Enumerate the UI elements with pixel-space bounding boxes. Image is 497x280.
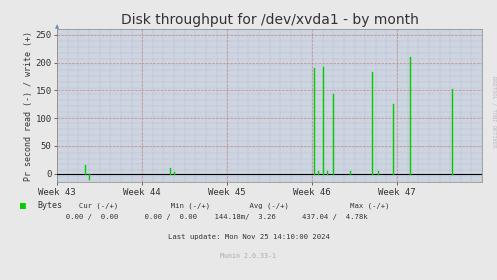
Text: Last update: Mon Nov 25 14:10:00 2024: Last update: Mon Nov 25 14:10:00 2024: [167, 234, 330, 240]
Text: RRDTOOL / TOBI OETIKER: RRDTOOL / TOBI OETIKER: [491, 76, 496, 148]
Text: Cur (-/+)            Min (-/+)         Avg (-/+)              Max (-/+): Cur (-/+) Min (-/+) Avg (-/+) Max (-/+): [57, 202, 390, 209]
Text: Munin 2.0.33-1: Munin 2.0.33-1: [221, 253, 276, 259]
Text: ▲: ▲: [55, 24, 59, 29]
Text: ■: ■: [20, 201, 26, 211]
Title: Disk throughput for /dev/xvda1 - by month: Disk throughput for /dev/xvda1 - by mont…: [121, 13, 418, 27]
Text: Bytes: Bytes: [37, 201, 62, 210]
Text: 0.00 /  0.00      0.00 /  0.00    144.18m/  3.26      437.04 /  4.78k: 0.00 / 0.00 0.00 / 0.00 144.18m/ 3.26 43…: [57, 214, 368, 220]
Y-axis label: Pr second read (-) / write (+): Pr second read (-) / write (+): [24, 31, 33, 181]
